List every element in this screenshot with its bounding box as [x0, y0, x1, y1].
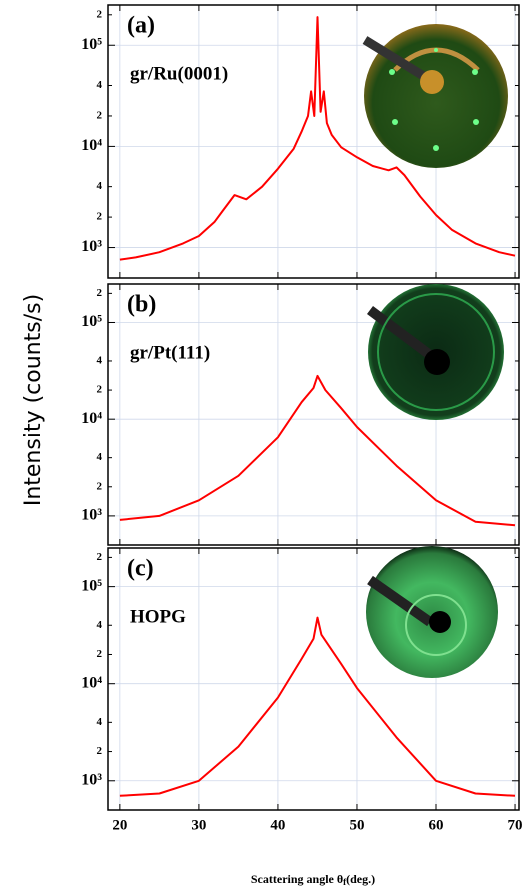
panel-label: (b) [127, 292, 156, 318]
x-axis-label-end: (deg.) [346, 872, 375, 886]
data-line [119, 616, 516, 797]
plot-frame [107, 4, 520, 279]
y-tick-label: 10⁵ [81, 36, 102, 53]
sample-label: gr/Ru(0001) [130, 63, 228, 84]
y-tick-label: 2 [97, 745, 103, 757]
panel-label: (a) [127, 13, 155, 39]
x-tick-label: 30 [191, 817, 206, 833]
leed-image [367, 284, 504, 420]
panel: 10³ 2 4 10⁴ 2 4 10⁵ 2 (b) gr/Pt(111) [81, 283, 520, 546]
plot-frame [107, 283, 520, 546]
y-tick-label: 4 [97, 716, 103, 728]
y-tick-label: 2 [97, 287, 103, 299]
y-axis-label: Intensity (counts/s) [21, 294, 46, 506]
y-tick-label: 2 [97, 109, 103, 121]
y-tick-label: 2 [97, 648, 103, 660]
data-line [119, 374, 516, 527]
y-tick-label: 4 [97, 619, 103, 631]
y-tick-label: 10⁵ [81, 577, 102, 594]
sample-label: HOPG [130, 606, 186, 627]
x-tick-label: 40 [270, 817, 285, 833]
x-tick-label: 60 [429, 817, 444, 833]
y-tick-label: 10³ [81, 507, 102, 524]
y-tick-label: 10³ [81, 771, 102, 788]
y-tick-label: 10³ [81, 238, 102, 255]
x-axis-label-sub: f [343, 877, 347, 887]
data-line [119, 16, 516, 261]
x-axis-label: Scattering angle θf(deg.) [251, 872, 375, 887]
y-tick-label: 4 [97, 79, 103, 91]
y-tick-label: 10⁴ [81, 137, 102, 154]
y-tick-label: 10⁵ [81, 313, 102, 330]
y-tick-label: 10⁴ [81, 674, 102, 691]
y-tick-label: 4 [97, 451, 103, 463]
y-tick-label: 2 [97, 551, 103, 563]
y-tick-label: 10⁴ [81, 410, 102, 427]
x-tick-label: 50 [349, 817, 364, 833]
y-tick-label: 2 [97, 384, 103, 396]
y-tick-label: 2 [97, 8, 103, 20]
panel-label: (c) [127, 556, 154, 582]
y-tick-label: 2 [97, 480, 103, 492]
x-axis-label-main: Scattering angle θ [251, 872, 343, 886]
y-tick-label: 4 [97, 354, 103, 366]
leed-image [366, 546, 498, 678]
panel: 20 30 40 50 60 70 10³ 2 4 10⁴ 2 4 10⁵ 2 (c) HOPG [81, 547, 523, 833]
leed-image [362, 24, 508, 168]
y-tick-label: 2 [97, 211, 103, 223]
sample-label: gr/Pt(111) [130, 342, 210, 363]
x-tick-label: 20 [112, 817, 127, 833]
plot-frame [107, 547, 520, 811]
y-tick-label: 4 [97, 180, 103, 192]
x-tick-label: 70 [508, 817, 523, 833]
